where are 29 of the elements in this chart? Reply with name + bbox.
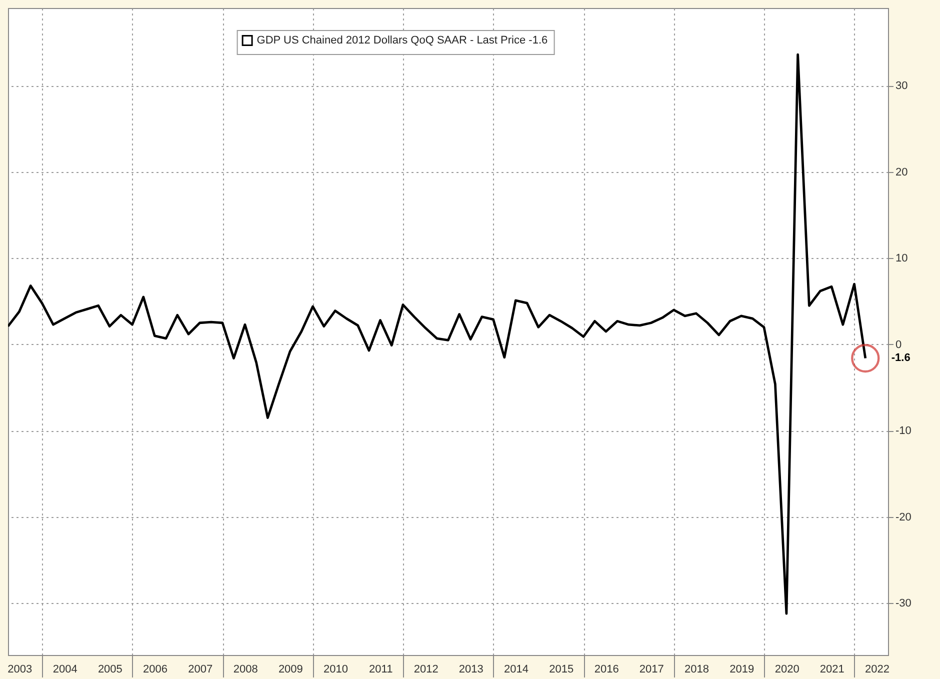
y-tick-label: -10 [896,425,912,438]
x-tick-label: 2012 [414,664,438,676]
x-tick-label: 2003 [8,664,32,676]
x-tick-label: 2018 [684,664,710,676]
y-tick-label: 30 [896,80,908,92]
x-tick-label: 2010 [324,664,348,676]
x-tick-label: 2009 [278,664,303,676]
x-tick-label: 2015 [549,664,574,676]
x-tick-label: 2005 [98,664,122,676]
x-tick-label: 2011 [369,664,393,676]
x-tick-label: 2014 [504,664,529,676]
x-tick-label: 2004 [52,664,78,676]
y-tick-label: 10 [896,252,908,265]
x-tick-label: 2013 [458,664,484,676]
x-tick-label: 2019 [730,664,754,676]
y-tick-label: 20 [896,166,908,178]
annotation: -1.6 [891,352,910,364]
x-tick-label: 2006 [143,664,168,676]
y-tick-label: -30 [896,598,912,610]
x-tick-label: 2020 [774,664,800,676]
x-tick-label: 2007 [188,664,213,676]
x-tick-label: 2021 [820,664,844,676]
x-tick-label: 2008 [233,664,258,676]
y-tick-label: -20 [896,511,912,524]
x-tick-label: 2017 [639,664,664,676]
legend-label: GDP US Chained 2012 Dollars QoQ SAAR - Last Price -1.6 [256,34,548,46]
x-tick-label: 2022 [865,664,890,676]
y-tick-label: 0 [896,338,902,351]
x-tick-label: 2016 [594,664,619,676]
